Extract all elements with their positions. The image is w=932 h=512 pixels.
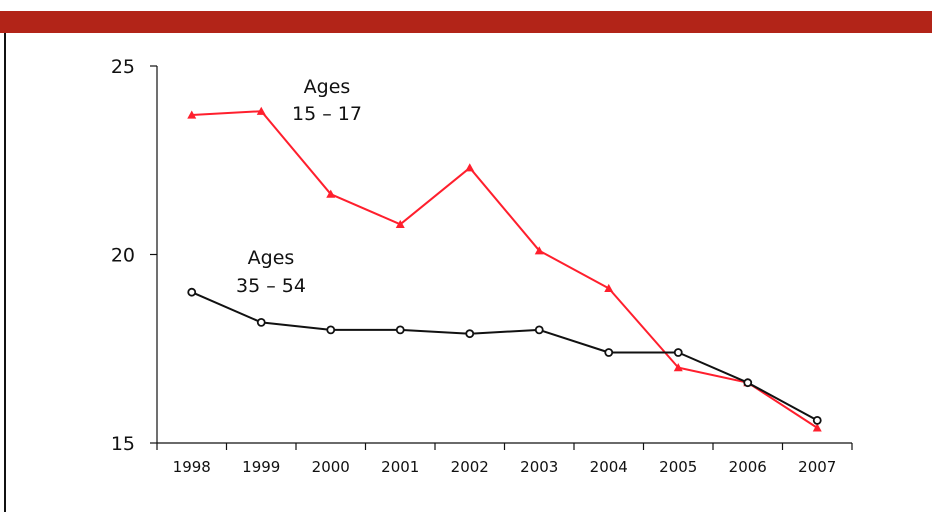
series-1-line: [191, 291, 818, 422]
annotation-35-54-line1: Ages: [248, 247, 295, 269]
series-1-point-2003: [534, 325, 544, 335]
series-0-point-2001: [395, 219, 405, 228]
y-tick-label-20: 20: [111, 245, 135, 267]
x-tick-label-2006: 2006: [729, 458, 767, 476]
series-1-point-2000: [326, 325, 336, 335]
series-0-point-2005: [673, 363, 683, 372]
series-1-point-2005: [673, 348, 683, 357]
series-0-point-2004: [604, 283, 614, 293]
series-1-point-2001: [395, 325, 405, 335]
series-0-point-1998: [187, 110, 197, 119]
series-0-point-1999: [256, 106, 266, 115]
x-tick-label-2007: 2007: [798, 458, 836, 476]
series-0-line: [191, 110, 818, 429]
y-tick-label-15: 15: [111, 433, 135, 455]
y-tick-label-25: 25: [111, 56, 135, 78]
annotation-35-54-line2: 35 – 54: [236, 275, 306, 297]
series-1-point-2007: [812, 415, 822, 425]
x-tick-label-2001: 2001: [381, 458, 419, 476]
series-1-point-2006: [743, 378, 753, 388]
x-tick-label-1999: 1999: [242, 458, 280, 476]
left-border: [4, 33, 6, 512]
annotation-15-17-line1: Ages: [304, 76, 351, 98]
chart-axes: 15 20 25 1998 1999 2000 2001 2002 2003 2004 2005 20…: [111, 56, 853, 476]
series-1-point-2004: [604, 348, 614, 357]
series-0-point-2000: [326, 189, 336, 198]
chart-series: [187, 106, 822, 432]
x-tick-label-2003: 2003: [520, 458, 558, 476]
x-tick-label-2002: 2002: [451, 458, 489, 476]
x-tick-label-2000: 2000: [312, 458, 350, 476]
series-1-point-2002: [465, 329, 475, 339]
series-0-point-2002: [465, 163, 475, 172]
series-1-point-1999: [256, 317, 266, 327]
series-1-point-1998: [187, 287, 197, 297]
annotation-15-17-line2: 15 – 17: [292, 103, 362, 125]
x-tick-label-1998: 1998: [173, 458, 211, 476]
series-0-point-2003: [534, 246, 544, 255]
header-bar: [0, 11, 932, 33]
series-0-point-2007: [812, 423, 822, 432]
x-tick-label-2004: 2004: [590, 458, 628, 476]
x-tick-label-2005: 2005: [659, 458, 697, 476]
